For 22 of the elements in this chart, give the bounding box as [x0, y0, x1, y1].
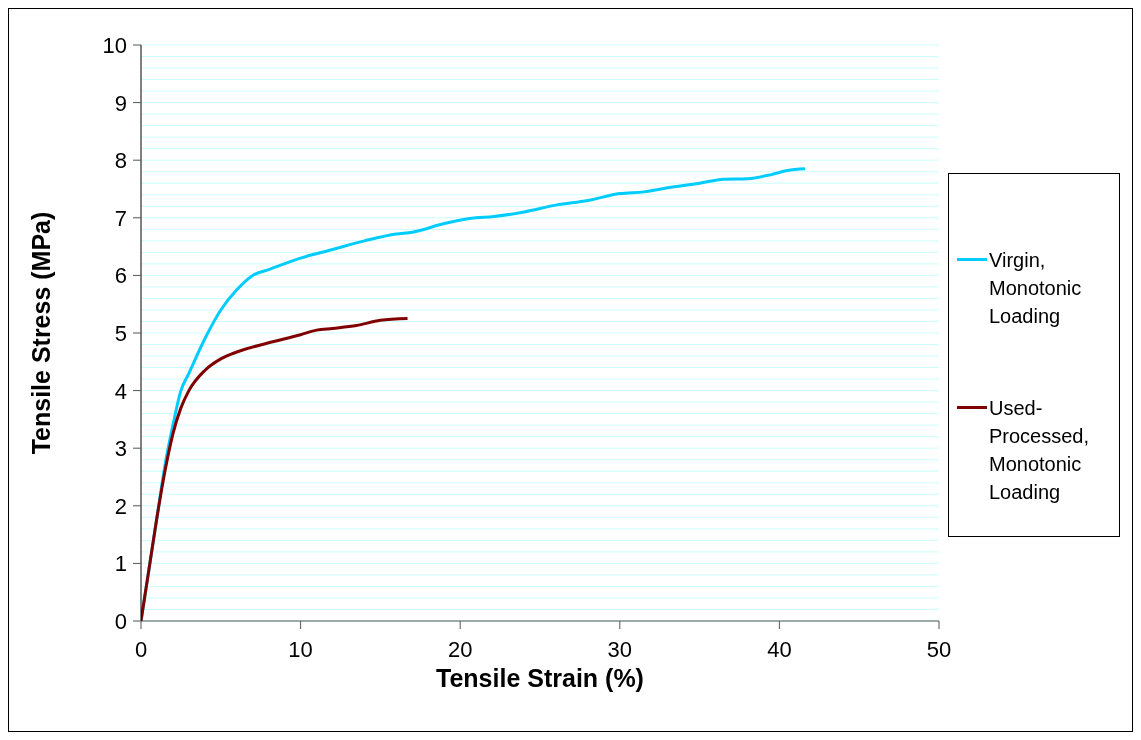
y-tick-label: 7: [114, 205, 127, 231]
x-tick-label: 10: [288, 637, 313, 662]
y-tick-label: 0: [114, 609, 127, 634]
x-tick-label: 40: [767, 637, 792, 662]
x-tick-label: 20: [447, 637, 473, 662]
y-tick-label: 1: [114, 551, 127, 577]
legend-label: Used-Processed, Monotonic Loading: [989, 396, 1091, 505]
legend-label: Virgin, Monotonic Loading: [989, 248, 1083, 329]
x-tick-label: 30: [607, 637, 633, 662]
y-tick-label: 10: [102, 33, 127, 58]
x-tick-label: 0: [134, 637, 148, 662]
y-tick-label: 8: [114, 148, 127, 174]
y-tick-label: 3: [114, 436, 127, 462]
line-series: [141, 317, 410, 621]
y-tick-label: 2: [114, 493, 127, 519]
y-tick-label: 6: [114, 263, 127, 289]
x-tick-label: 50: [926, 637, 952, 662]
y-tick-label: 5: [114, 321, 127, 346]
y-axis-title: Tensile Stress (MPa): [26, 211, 55, 455]
y-tick-label: 4: [114, 378, 127, 404]
y-tick-label: 9: [114, 90, 127, 116]
x-axis-title: Tensile Strain (%): [436, 664, 644, 692]
